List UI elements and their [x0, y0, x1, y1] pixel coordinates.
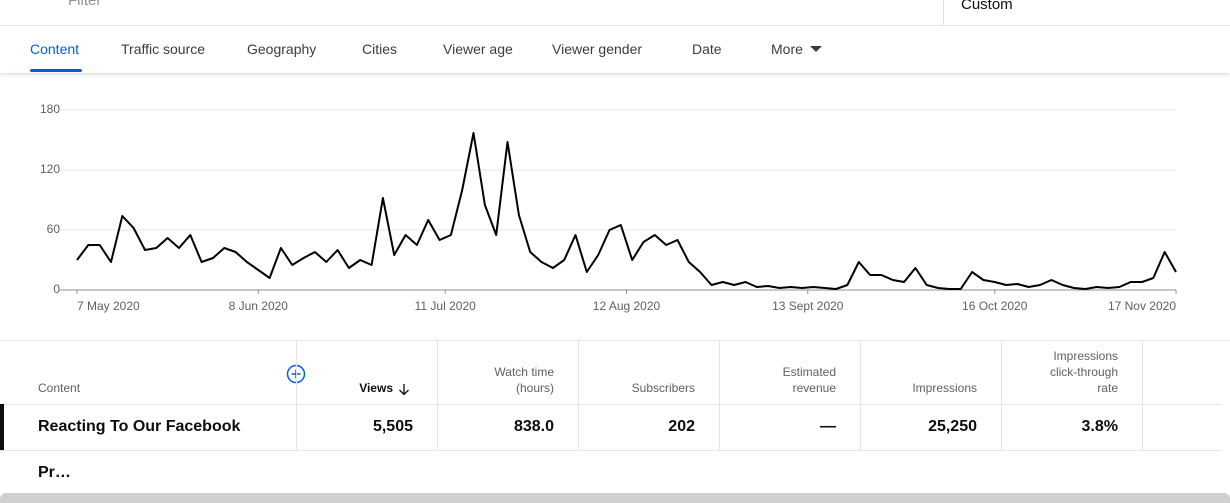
x-tick-label: 13 Sept 2020: [772, 299, 844, 313]
tab-bar: Content Traffic source Geography Cities …: [0, 26, 1230, 73]
cell: Reacting To Our Facebook Pr…: [38, 418, 241, 481]
x-tick-label: 11 Jul 2020: [415, 299, 476, 313]
y-tick-label: 180: [40, 102, 60, 116]
header-cell[interactable]: Views: [296, 341, 437, 404]
header-cell[interactable]: Impressions: [860, 341, 1001, 404]
dropdown-icon: [810, 46, 822, 52]
header-text: Impressions click-through rate: [1049, 349, 1118, 395]
cell: —: [719, 404, 860, 450]
filter-input[interactable]: Filter: [68, 0, 102, 9]
header-row: Content Views Watch time (hours) Subscri…: [0, 341, 1222, 405]
data-row[interactable]: Reacting To Our Facebook Pr… 5,505 838.0…: [0, 404, 1222, 481]
header-cell[interactable]: Subscribers: [578, 341, 719, 404]
tab[interactable]: Traffic source: [121, 41, 206, 57]
tab[interactable]: Geography: [247, 41, 317, 57]
y-tick-label: 60: [47, 222, 61, 236]
y-tick-label: 0: [53, 282, 60, 296]
y-tick-label: 120: [40, 162, 60, 176]
x-tick-label: 8 Jun 2020: [229, 299, 289, 313]
header-cell[interactable]: Estimated revenue: [719, 341, 860, 404]
tab[interactable]: Content: [30, 41, 80, 57]
row-indicator: [0, 404, 4, 450]
x-tick-label: 7 May 2020: [77, 299, 140, 313]
cell: 3.8%: [1001, 404, 1142, 450]
header-cell[interactable]: Watch time (hours): [437, 341, 578, 404]
active-tab-indicator: [30, 69, 82, 72]
bottom-panel: [0, 493, 1230, 503]
header-cell[interactable]: Impressions click-through rate: [1001, 341, 1142, 404]
tab[interactable]: Date: [692, 41, 722, 57]
tab[interactable]: Viewer gender: [552, 41, 643, 57]
x-tick-label: 16 Oct 2020: [962, 299, 1028, 313]
cell: 25,250: [860, 404, 1001, 450]
tab[interactable]: More: [771, 41, 803, 57]
header-text: Watch time (hours): [494, 365, 554, 395]
cell: [1142, 404, 1222, 450]
tab[interactable]: Cities: [362, 41, 398, 57]
cell: 202: [578, 404, 719, 450]
period-select[interactable]: Custom: [943, 0, 1230, 25]
x-tick-label: 12 Aug 2020: [593, 299, 661, 313]
header-cell: [1142, 341, 1222, 404]
header-cell: Content: [38, 381, 81, 395]
table: Content Views Watch time (hours) Subscri…: [0, 340, 1230, 481]
header-text: Estimated revenue: [782, 365, 836, 395]
filter-bar: Filter Custom: [0, 0, 1230, 26]
chart: 0 60 120 180 7 May 2020 8 Jun 2020 11 Jul 2020…: [40, 102, 1177, 313]
tab[interactable]: Viewer age: [443, 41, 513, 57]
x-tick-label: 17 Nov 2020: [1108, 299, 1176, 313]
sort-icon: [399, 384, 409, 396]
cell: 5,505: [296, 404, 437, 450]
line: [76, 132, 1177, 290]
cell: 838.0: [437, 404, 578, 450]
